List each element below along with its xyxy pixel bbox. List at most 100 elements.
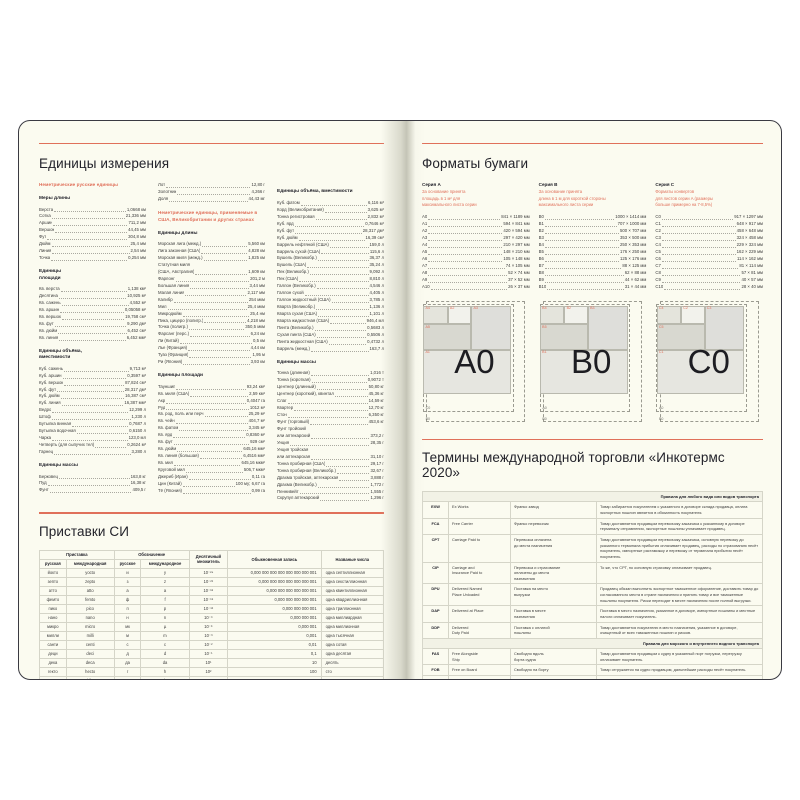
unit-row: Кв. вершок 19,758 см² <box>39 314 146 321</box>
unit-value: 0,7687 л <box>129 421 146 427</box>
unit-name: Куб. дюйм <box>39 393 60 399</box>
dot-leader <box>175 420 248 425</box>
unit-value: 6,4516 мм² <box>243 453 265 459</box>
unit-name: Куб. аршин <box>39 372 62 378</box>
unit-value: 29,17 г <box>370 460 384 466</box>
incoterm-description: Товар доставляется продавцом к судну в у… <box>596 648 763 666</box>
si-cell: yocto <box>65 567 115 578</box>
si-cell: мк <box>113 621 142 632</box>
unit-name: Бушель (США) <box>277 262 307 268</box>
incoterm-description: Поставка в место назначения, указанное в… <box>596 605 763 623</box>
si-factor: 10³ <box>188 675 229 679</box>
dot-leader <box>59 337 126 341</box>
dot-leader <box>166 184 251 189</box>
si-factor: 10⁻² <box>188 639 229 650</box>
unit-value: 1,825 км <box>248 254 265 260</box>
unit-value: 506,7 мкм² <box>243 467 265 473</box>
dot-leader <box>169 198 248 203</box>
dot-leader <box>544 265 622 270</box>
paper-series-c: Серия C Форматы конвертов для листов сери… <box>655 182 764 427</box>
unit-value: 841 × 1189 мм <box>501 214 530 220</box>
unit-row: Тё (Япония) 0,99 га <box>158 488 265 495</box>
unit-row: B1 707 × 1000 мм <box>539 221 646 228</box>
unit-name: Сотка <box>39 213 51 219</box>
unit-name: A9 <box>422 276 428 282</box>
incoterm-english: Free on Board <box>448 664 511 677</box>
unit-value: 1,016 т <box>370 370 384 376</box>
unit-name: Джериб (Иран) <box>158 474 188 480</box>
unit-name: Кв. фут <box>158 439 173 445</box>
unit-name: B10 <box>538 283 547 289</box>
unit-row: Пинта жидкостная (США) 0,4732 л <box>277 339 384 346</box>
si-row: санти centi с c 10⁻² 0,01 одна сотая <box>39 639 385 650</box>
dot-leader <box>60 395 125 400</box>
si-number-name: одна триллионная <box>320 603 385 614</box>
unit-value: 0,254 мм <box>128 255 146 261</box>
unit-row: Дюйм 25,4 мм <box>39 241 146 248</box>
unit-name: Галлон жидкостный (США) <box>277 297 331 303</box>
unit-row: Пек (США) 8,810 л <box>277 276 384 283</box>
si-cell: н <box>113 612 142 623</box>
unit-row: Кв. сажень 4,552 м² <box>39 300 146 307</box>
units-col1-groups: Меры длины Верста 1,0668 км Сотка 21,336 мм А… <box>39 196 146 494</box>
si-th-symbol: Обозначение <box>113 549 190 560</box>
dot-leader <box>661 223 736 228</box>
dot-leader <box>183 490 251 494</box>
unit-row: Куб. аршин 0,3597 м³ <box>39 373 146 380</box>
format-box <box>540 349 628 394</box>
unit-row: A6 105 × 148 мм <box>422 256 530 263</box>
unit-name: A3 <box>422 235 428 241</box>
unit-value: 0,5506 л <box>367 331 384 337</box>
dot-leader <box>51 243 130 248</box>
unit-value: 6,452 см² <box>127 327 146 333</box>
unit-name: C8 <box>655 270 661 276</box>
format-box <box>656 305 682 324</box>
unit-value: 409,5 г <box>132 487 146 493</box>
unit-name: Дюйм <box>39 241 51 247</box>
unit-value: 453,6 кг <box>368 418 384 424</box>
format-box <box>447 305 472 324</box>
unit-value: 201,2 м <box>250 275 265 281</box>
dot-leader <box>173 299 248 303</box>
si-row: гекто hecto г h 10² 100 сто <box>39 666 385 677</box>
unit-value: 297 × 420 мм <box>503 235 530 241</box>
dot-leader <box>204 319 247 324</box>
unit-row: Куб. линия 16,387 мм³ <box>39 400 146 407</box>
paper-series-b: Серия B За основание принята длина в 1 м … <box>538 182 647 427</box>
incoterm-english: Free Carrier <box>448 517 511 535</box>
unit-value: 3,625 м³ <box>367 206 384 212</box>
unit-row: Малая линия 2,117 мм <box>158 290 265 297</box>
unit-value: 163,8 кг <box>130 473 146 479</box>
si-cell: a <box>140 585 190 596</box>
dot-leader <box>59 475 130 480</box>
unit-name: B5 <box>538 249 544 255</box>
unit-value: 4,552 м² <box>129 299 146 305</box>
si-cell: n <box>140 612 190 623</box>
unit-row: Фунт 409,5 г <box>39 487 146 494</box>
unit-name: C2 <box>655 228 661 234</box>
unit-name: Лье (Франция) <box>158 345 188 351</box>
si-cell: деци <box>39 648 67 659</box>
dot-leader <box>661 244 736 249</box>
unit-name: Кварта сухая (США) <box>277 311 318 317</box>
unit-row: B10 31 × 44 мм <box>538 283 646 291</box>
unit-value: 125 × 176 мм <box>620 256 647 262</box>
incoterms-row: DPU Delivered Named Place Unloaded Поставк… <box>422 583 763 607</box>
unit-value: 2,54 мм <box>130 248 146 254</box>
unit-name: Бушель (Великобр.) <box>277 255 317 261</box>
dot-leader <box>51 416 131 421</box>
dot-leader <box>188 347 250 352</box>
dot-leader <box>188 326 245 331</box>
si-plain-number: 0,000 000 000 000 001 <box>227 594 322 605</box>
si-row: килоkiloкk10³1 000тысяча <box>39 675 385 679</box>
si-title: Приставки СИ <box>39 523 130 539</box>
unit-value: 81 × 114 мм <box>739 263 764 269</box>
si-row: фемто femto ф f 10⁻¹⁵ 0,000 000 000 000 001 од… <box>39 594 385 605</box>
unit-name: Ли (Китай) <box>158 338 179 344</box>
unit-name: Кварта (Великобр.) <box>277 304 316 310</box>
si-factor: 10⁻²¹ <box>188 576 229 587</box>
unit-name: Кв. ярд <box>158 432 173 438</box>
dot-leader <box>204 413 248 418</box>
unit-value: 176 × 250 мм <box>620 249 647 255</box>
unit-value: 946,4 мл <box>366 318 384 324</box>
